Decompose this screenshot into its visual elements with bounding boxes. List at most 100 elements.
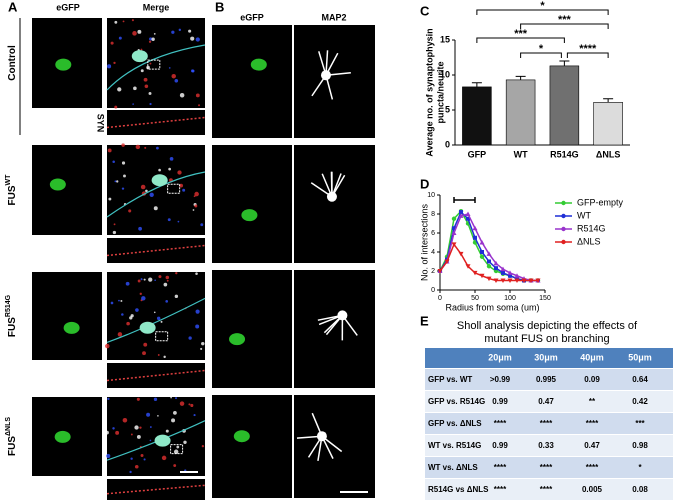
puncta xyxy=(143,342,148,347)
puncta xyxy=(108,197,112,201)
micrograph xyxy=(294,25,375,138)
puncta xyxy=(129,470,132,474)
puncta xyxy=(148,40,152,43)
bar xyxy=(505,79,536,146)
table-cell: **** xyxy=(540,419,553,428)
puncta xyxy=(112,230,117,235)
column-title: Merge xyxy=(143,2,170,12)
puncta xyxy=(141,296,146,301)
point xyxy=(479,240,485,245)
puncta xyxy=(179,401,185,406)
puncta xyxy=(154,279,156,281)
table-row xyxy=(425,457,673,478)
error-bar xyxy=(471,82,482,87)
puncta xyxy=(136,397,140,401)
legend-marker xyxy=(561,239,566,245)
table-cell: 0.98 xyxy=(632,441,648,450)
puncta xyxy=(125,281,130,286)
puncta xyxy=(183,440,187,444)
puncta xyxy=(190,36,195,41)
puncta xyxy=(160,320,163,323)
table-cell: *** xyxy=(635,419,645,428)
point xyxy=(458,251,464,257)
error-bar xyxy=(515,75,526,80)
column-title: MAP2 xyxy=(321,12,346,22)
significance-label: **** xyxy=(579,43,597,55)
puncta xyxy=(135,144,141,150)
puncta xyxy=(140,48,143,51)
table-cell: **** xyxy=(540,485,553,494)
puncta xyxy=(200,223,204,227)
puncta xyxy=(137,279,141,283)
x-tick-label: GFP xyxy=(468,149,487,159)
puncta xyxy=(173,449,179,455)
puncta xyxy=(114,20,118,24)
puncta xyxy=(192,209,195,211)
x-tick-label: ΔNLS xyxy=(596,149,620,159)
panel-letter: C xyxy=(420,3,430,18)
puncta xyxy=(112,427,115,430)
y-tick-label: 2 xyxy=(431,268,435,275)
point xyxy=(514,278,520,283)
puncta xyxy=(190,403,194,408)
table-cell: **** xyxy=(494,485,507,494)
puncta xyxy=(174,294,179,298)
significance-bracket xyxy=(520,52,562,58)
puncta xyxy=(140,278,143,281)
micrograph xyxy=(294,145,375,263)
cell xyxy=(55,58,72,71)
puncta xyxy=(165,300,169,303)
series-line xyxy=(439,213,538,282)
point xyxy=(444,259,450,264)
cell xyxy=(229,333,246,346)
puncta xyxy=(132,31,137,36)
x-tick-label: WT xyxy=(514,149,528,159)
puncta xyxy=(121,187,125,190)
panel-letter: E xyxy=(420,313,429,328)
table-cell: 0.995 xyxy=(536,375,557,384)
significance-bracket xyxy=(476,9,609,15)
puncta xyxy=(194,204,198,208)
puncta xyxy=(144,84,149,89)
puncta xyxy=(182,188,186,192)
puncta xyxy=(173,464,177,467)
soma xyxy=(316,431,327,442)
table-cell: R514G vs ΔNLS xyxy=(428,485,489,494)
puncta xyxy=(171,418,176,423)
puncta xyxy=(122,417,128,423)
puncta xyxy=(158,275,162,279)
y-tick-label: 15 xyxy=(440,34,450,44)
point xyxy=(521,278,527,283)
panel-letter: D xyxy=(420,176,429,191)
point xyxy=(465,264,471,269)
row-label-name: FUS xyxy=(7,185,18,205)
row-label: FUSR514G xyxy=(5,294,17,337)
puncta xyxy=(175,272,178,275)
puncta xyxy=(153,311,156,314)
point xyxy=(472,270,478,276)
puncta xyxy=(163,282,168,287)
puncta xyxy=(131,19,134,22)
point xyxy=(494,266,498,271)
table-cell: **** xyxy=(494,419,507,428)
puncta xyxy=(106,453,111,459)
inset-box xyxy=(155,331,169,342)
table-row xyxy=(425,369,673,390)
table-cell: 0.99 xyxy=(492,441,508,450)
micrograph xyxy=(212,145,292,263)
puncta xyxy=(170,396,172,399)
puncta xyxy=(114,105,118,109)
puncta xyxy=(177,170,182,175)
cell xyxy=(139,321,156,334)
cell xyxy=(63,321,80,334)
point xyxy=(451,216,457,221)
puncta xyxy=(201,445,205,448)
puncta xyxy=(188,29,192,33)
inset-neurite xyxy=(106,116,206,129)
point xyxy=(493,278,499,283)
x-tick-label: R514G xyxy=(550,149,579,159)
legend-marker xyxy=(561,200,566,206)
puncta xyxy=(188,403,191,406)
micrograph xyxy=(107,272,205,360)
point xyxy=(514,273,520,278)
